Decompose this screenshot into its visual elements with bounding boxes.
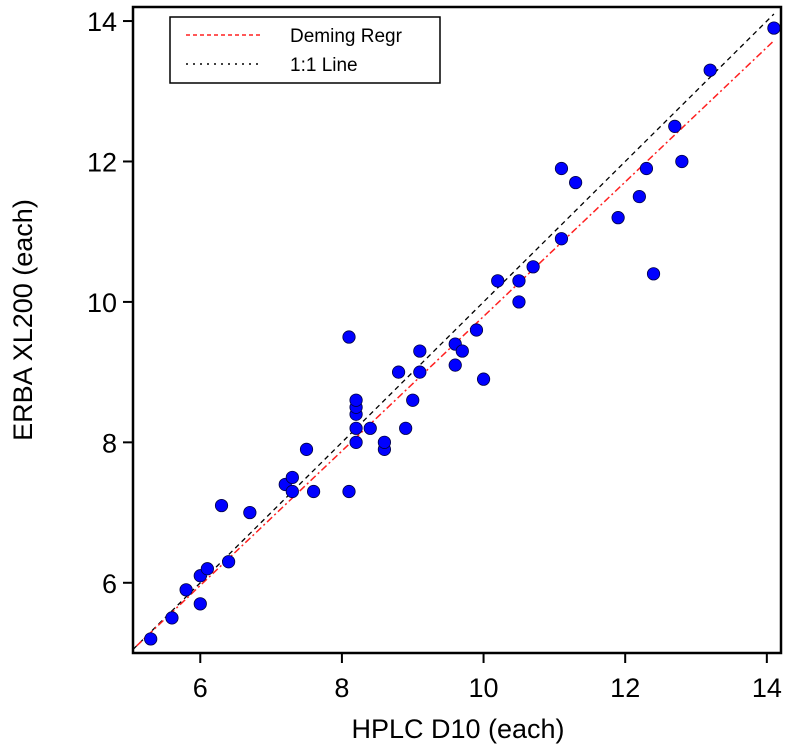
x-tick-label: 10 (469, 673, 499, 703)
data-point (285, 484, 299, 499)
data-point (342, 330, 356, 344)
x-tick-label: 8 (334, 673, 349, 703)
y-tick-label: 14 (87, 7, 117, 37)
x-tick-label: 6 (193, 673, 208, 703)
y-tick-label: 12 (87, 147, 117, 177)
data-point (222, 555, 236, 569)
data-point (512, 295, 526, 309)
data-point (349, 421, 363, 435)
y-tick-label: 6 (102, 569, 117, 599)
data-point (391, 365, 406, 379)
data-point (306, 484, 321, 499)
data-point (413, 365, 427, 379)
data-point (611, 211, 625, 225)
data-point (512, 274, 526, 288)
data-point (363, 421, 377, 435)
data-point (349, 393, 363, 407)
data-point (406, 393, 420, 407)
data-point (243, 505, 257, 520)
data-point (165, 611, 179, 625)
data-point (469, 323, 484, 337)
identity-line (132, 13, 775, 650)
data-point (285, 470, 299, 485)
data-point (476, 372, 491, 386)
data-point (491, 274, 505, 288)
data-point (668, 119, 682, 133)
data-point (448, 358, 462, 372)
x-tick-label: 12 (610, 673, 640, 703)
x-tick-label: 14 (752, 673, 782, 703)
data-point (554, 232, 569, 246)
y-tick-label: 10 (87, 288, 117, 318)
data-point (413, 344, 427, 358)
plot-area-frame (131, 5, 783, 655)
data-point (179, 583, 193, 597)
data-point (193, 597, 207, 611)
data-point (703, 63, 717, 77)
data-point (377, 435, 392, 449)
data-point (455, 344, 469, 358)
legend: Deming Regr 1:1 Line (169, 16, 441, 84)
data-point (767, 21, 781, 35)
data-point (675, 154, 689, 169)
data-point (526, 260, 540, 274)
data-point (639, 161, 654, 176)
data-point (299, 442, 314, 456)
data-point (399, 421, 413, 435)
data-point (200, 562, 214, 576)
data-point (349, 435, 363, 449)
data-point (342, 484, 356, 499)
data-point (569, 175, 583, 190)
data-point (144, 632, 158, 646)
legend-label-deming: Deming Regr (290, 26, 403, 47)
y-tick-label: 8 (102, 428, 117, 458)
legend-label-identity: 1:1 Line (290, 55, 358, 76)
data-point (554, 161, 569, 176)
y-axis-title: ERBA XL200 (each) (8, 199, 38, 441)
data-point (214, 498, 229, 513)
data-point (646, 267, 661, 281)
data-point (632, 189, 646, 204)
legend-box (169, 16, 441, 84)
x-axis-title: HPLC D10 (each) (351, 714, 564, 744)
